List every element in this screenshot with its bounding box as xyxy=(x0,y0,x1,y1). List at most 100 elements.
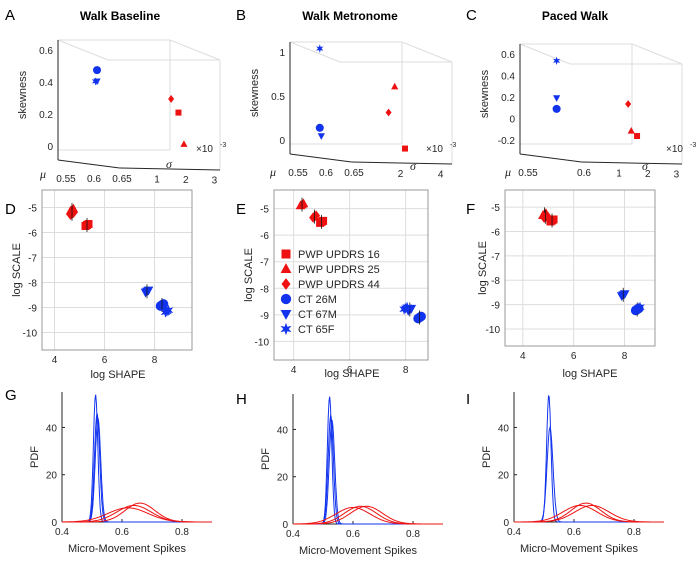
y-tick-label: -9 xyxy=(260,311,269,322)
y-axis-label: σ xyxy=(410,159,417,173)
y-axis-label: PDF xyxy=(481,446,493,468)
y-tick-label: -8 xyxy=(260,284,269,295)
panel-d: D 4 6 8 -5 -6 -7 -8 -9 -10 log SHAPE log SCALE xyxy=(5,189,193,381)
y-tick-label: -7 xyxy=(491,252,500,263)
x-tick-label: 6 xyxy=(347,365,353,376)
x-axis xyxy=(289,153,352,163)
x-axis-label: Micro-Movement Spikes xyxy=(299,545,417,557)
y-exponent-power: -3 xyxy=(220,142,226,149)
z-tick-label: 0 xyxy=(47,142,53,153)
x-tick-label: 0.6 xyxy=(567,527,581,538)
point-pwp-updrs-25 xyxy=(391,82,399,90)
y-tick-label: -5 xyxy=(28,204,37,215)
point-pwp-updrs-44 xyxy=(625,100,632,108)
x-tick-label: 0.4 xyxy=(286,529,300,540)
y-exponent: ×10 xyxy=(666,144,683,155)
z-tick-label: 0.4 xyxy=(501,72,515,83)
pdf-curve-red xyxy=(514,505,664,523)
y-tick-label: 40 xyxy=(498,423,510,434)
y-tick-label: -6 xyxy=(260,231,269,242)
point-pwp-updrs-16 xyxy=(401,145,408,152)
z-tick-label: 0 xyxy=(509,115,515,126)
legend-marker xyxy=(280,322,292,336)
panel-label: E xyxy=(236,201,246,218)
x-tick-label: 8 xyxy=(622,351,628,362)
y-tick-label: 0 xyxy=(503,518,509,529)
panel-label: C xyxy=(466,7,477,24)
point-pwp-updrs-44 xyxy=(385,108,392,117)
point-pwp-updrs-44 xyxy=(168,95,175,103)
y-axis xyxy=(119,167,221,171)
y-axis xyxy=(351,161,453,165)
x-tick-label: 0.65 xyxy=(112,174,132,185)
plot-frame xyxy=(273,189,429,361)
x-axis-label: μ xyxy=(504,165,511,179)
point-ct-65f xyxy=(162,305,172,317)
panel-label: I xyxy=(466,391,470,408)
y-tick-label: 0 xyxy=(282,520,288,531)
x-tick-label: 0.6 xyxy=(115,527,129,538)
legend-label: CT 65F xyxy=(298,324,335,336)
panel-i: I 0.4 0.6 0.8 0 20 40 Micro-Movement Spikes PDF xyxy=(466,391,664,555)
point-ct-26m xyxy=(552,104,561,113)
panel-label: H xyxy=(236,391,247,408)
y-tick-label: 2 xyxy=(398,169,404,180)
chart-title: Paced Walk xyxy=(542,9,609,23)
y-exponent-power: -3 xyxy=(450,142,456,149)
z-axis-label: skewness xyxy=(249,68,261,117)
pdf-curve-red xyxy=(62,505,212,523)
x-tick-label: 4 xyxy=(520,351,526,362)
x-axis-label: μ xyxy=(269,165,276,179)
legend-marker xyxy=(280,309,292,320)
y-tick-label: -6 xyxy=(491,227,500,238)
y-axis-label: σ xyxy=(642,159,649,173)
point-ct-65f xyxy=(633,302,644,314)
y-tick-label: -7 xyxy=(260,258,269,269)
y-tick-label: 4 xyxy=(438,170,444,181)
y-tick-label: 3 xyxy=(212,176,218,187)
y-tick-label: 40 xyxy=(46,423,58,434)
pdf-curve-blue xyxy=(62,417,212,523)
y-exponent: ×10 xyxy=(426,144,443,155)
y-tick-label: -10 xyxy=(255,337,270,348)
box-top xyxy=(289,41,453,63)
pdf-curve-red xyxy=(62,502,212,523)
panel-label: F xyxy=(466,201,475,218)
x-tick-label: 0.6 xyxy=(346,529,360,540)
y-tick-label: -10 xyxy=(486,325,501,336)
x-tick-label: 0.4 xyxy=(507,527,521,538)
y-axis-label: log SCALE xyxy=(477,241,489,295)
x-axis xyxy=(57,159,120,169)
y-axis-label: log SCALE xyxy=(243,248,255,302)
point-pwp-updrs-25 xyxy=(627,126,635,134)
y-tick-label: 20 xyxy=(46,471,58,482)
chart-title: Walk Baseline xyxy=(80,9,161,23)
x-tick-label: 6 xyxy=(102,355,108,366)
y-tick-label: 1 xyxy=(616,169,622,180)
x-tick-label: 8 xyxy=(152,355,158,366)
z-tick-label: 0.4 xyxy=(39,78,53,89)
x-tick-label: 0.8 xyxy=(627,527,641,538)
x-tick-label: 0.6 xyxy=(87,174,101,185)
panel-f: F 4 6 8 -5 -6 -7 -8 -9 -10 log SHAPE log SCALE xyxy=(466,189,656,380)
z-tick-label: 0 xyxy=(279,136,285,147)
legend-marker xyxy=(281,278,291,290)
box-top xyxy=(519,43,683,65)
y-axis-label: σ xyxy=(166,157,173,171)
x-axis-label: μ xyxy=(39,167,46,181)
legend-label: PWP UPDRS 44 xyxy=(298,279,380,291)
x-tick-label: 0.6 xyxy=(577,168,591,179)
pdf-curve-red xyxy=(514,505,664,523)
legend-label: PWP UPDRS 25 xyxy=(298,264,380,276)
y-tick-label: -10 xyxy=(23,329,38,340)
panel-e: E 4 6 8 -5 -6 -7 -8 -9 -10 log SHAPE log SCALE PWP U… xyxy=(236,189,429,380)
y-tick-label: 2 xyxy=(645,169,651,180)
x-axis-label: Micro-Movement Spikes xyxy=(520,543,638,555)
z-tick-label: 0.6 xyxy=(39,46,53,57)
x-tick-label: 0.4 xyxy=(55,527,69,538)
x-axis-label: Micro-Movement Spikes xyxy=(68,543,186,555)
chart-title: Walk Metronome xyxy=(302,9,398,23)
x-axis-label: log SHAPE xyxy=(324,368,379,380)
y-tick-label: 3 xyxy=(674,170,680,181)
